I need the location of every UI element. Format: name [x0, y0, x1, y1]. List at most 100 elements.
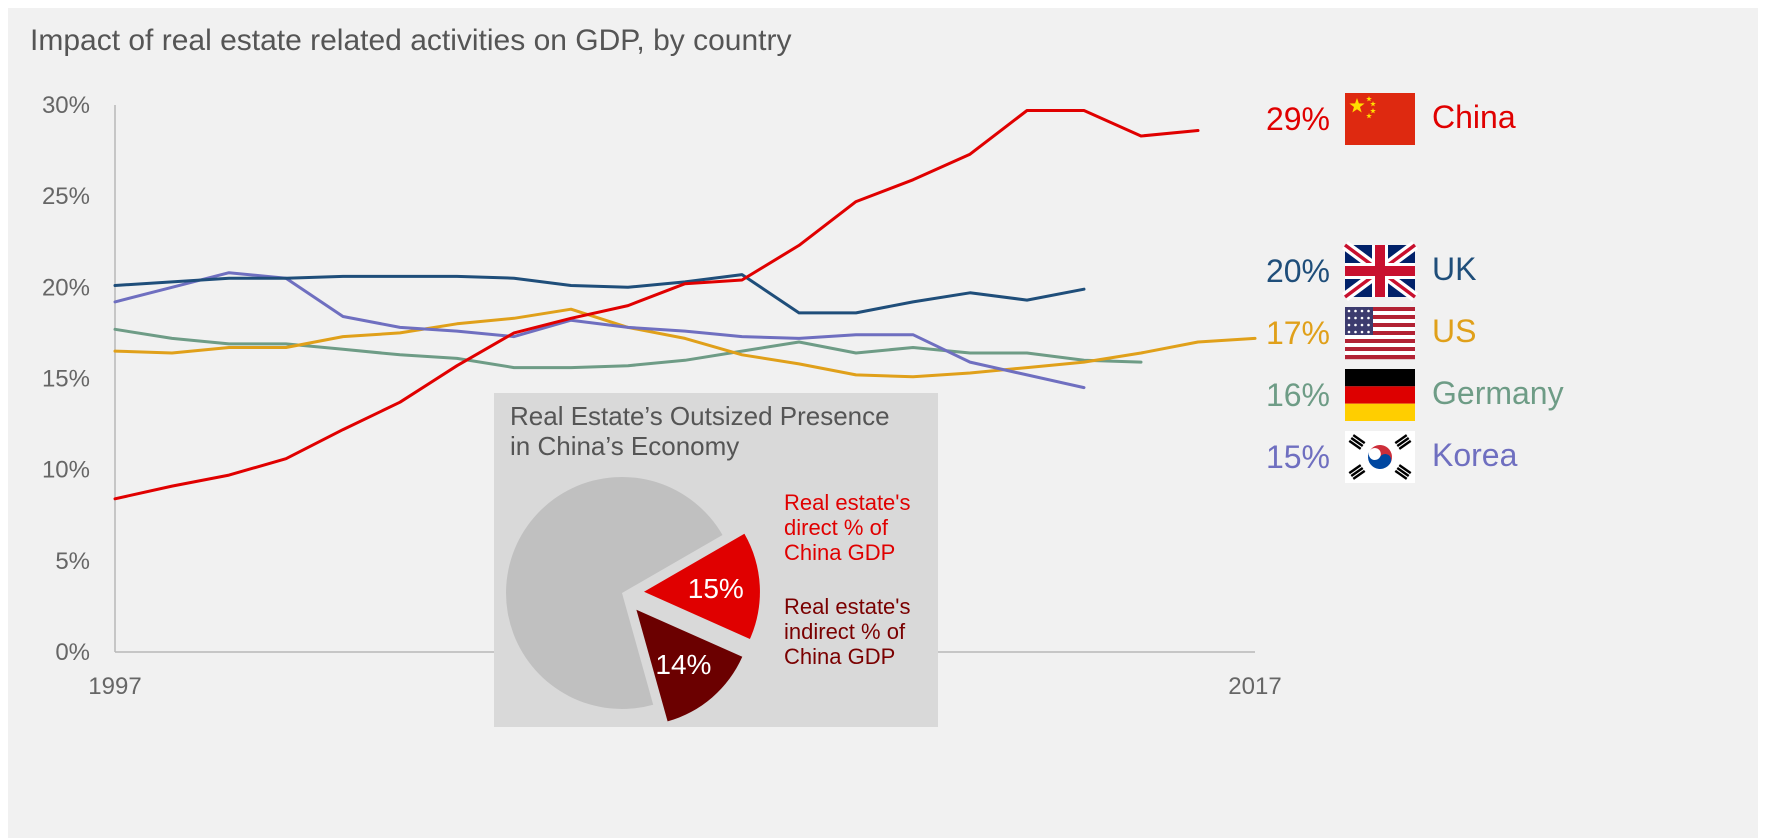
flag-star [1367, 330, 1370, 334]
x-tick-label: 2017 [1228, 673, 1281, 700]
end-name-korea: Korea [1432, 437, 1518, 473]
flag-star [1360, 330, 1364, 334]
end-value-china: 29% [1266, 101, 1330, 137]
end-name-us: US [1432, 313, 1476, 349]
flag-field [1345, 93, 1415, 145]
pie-slice-description: Real estate's [784, 594, 911, 619]
flag-star [1370, 101, 1376, 107]
end-name-china: China [1432, 99, 1516, 135]
pie: 15% 14% [506, 476, 760, 722]
y-tick-label: 25% [42, 183, 90, 210]
flag-stripe [1345, 315, 1415, 320]
flag-star [1347, 330, 1351, 334]
flag-star [1360, 323, 1364, 327]
pie-slice-description: China GDP [784, 644, 895, 669]
flag-stripe [1345, 355, 1415, 360]
flag-trigram [1394, 469, 1408, 480]
flag-star [1347, 323, 1351, 327]
flag-trigram [1350, 437, 1364, 447]
flag-star [1367, 316, 1370, 320]
flag-stripe [1345, 351, 1415, 356]
pie-slice [636, 609, 743, 722]
y-tick-label: 30% [42, 92, 90, 119]
end-value-uk: 20% [1266, 253, 1330, 289]
end-name-germany: Germany [1432, 375, 1564, 411]
flag-trigram [1398, 464, 1412, 475]
us-flag-icon [1345, 307, 1415, 360]
pie-slice-value: 15% [688, 573, 744, 604]
inset-title-line: Real Estate’s Outsized Presence [510, 401, 890, 431]
flag-stripe [1345, 347, 1415, 352]
end-value-germany: 16% [1266, 377, 1330, 413]
flag-taeguk-blue [1368, 451, 1392, 469]
flag-star [1354, 316, 1357, 320]
series-line-germany [113, 327, 1143, 370]
flag-star [1367, 309, 1370, 313]
flag-star [1360, 309, 1364, 313]
flag-trigram [1350, 467, 1364, 477]
flag-stripe [1345, 339, 1415, 344]
flag-trigram [1352, 469, 1366, 480]
series-line-uk [113, 273, 1086, 315]
flag-stripe [1345, 335, 1415, 340]
flag-trigram [1348, 464, 1362, 475]
end-value-korea: 15% [1266, 439, 1330, 475]
germany-flag-icon [1345, 369, 1415, 421]
flag-star [1354, 330, 1357, 334]
flag-stripe [1345, 323, 1415, 328]
flag-trigram [1398, 439, 1412, 450]
flag-star [1366, 96, 1372, 102]
pie-slice-description: indirect % of [784, 619, 906, 644]
end-name-uk: UK [1432, 251, 1476, 287]
flag-star [1366, 113, 1372, 119]
pie-slice [644, 533, 760, 639]
flag-band [1345, 386, 1415, 404]
flag-trigram [1352, 434, 1366, 445]
pie-slice-description: China GDP [784, 540, 895, 565]
end-labels: 29% China 20% UK 17% US 16% Germany 15% Korea [1266, 93, 1564, 483]
series-lines [113, 109, 1257, 501]
flag-band [1345, 403, 1415, 421]
flag-cross-red [1345, 266, 1415, 276]
flag-star [1349, 98, 1365, 113]
series-line-china [113, 109, 1200, 501]
flag-trigram [1394, 434, 1408, 445]
flag-star [1370, 108, 1376, 114]
pie-slice-description: direct % of [784, 515, 889, 540]
end-value-us: 17% [1266, 315, 1330, 351]
pie-slice [506, 476, 723, 709]
flag-star [1360, 316, 1364, 320]
pie-slice-description: Real estate's [784, 490, 911, 515]
inset-title-line: in China’s Economy [510, 431, 739, 461]
axes: 0% 5% 10% 15% 20% 25% 30% 1997 2017 [42, 92, 1282, 700]
y-tick-label: 20% [42, 274, 90, 301]
series-line-korea [113, 271, 1086, 390]
uk-flag-icon [1342, 240, 1418, 302]
flag-stripe [1345, 343, 1415, 348]
flag-trigram [1396, 467, 1410, 477]
flag-stripe [1345, 319, 1415, 324]
flag-star [1367, 323, 1370, 327]
flag-trigram [1396, 437, 1410, 447]
flag-star [1347, 309, 1351, 313]
flag-trigram [1348, 439, 1362, 450]
flag-star [1347, 316, 1351, 320]
flag-star [1354, 309, 1357, 313]
series-line-us [113, 307, 1257, 379]
x-tick-label: 1997 [88, 673, 141, 700]
flag-stripe [1345, 307, 1415, 312]
flag-star [1354, 323, 1357, 327]
flag-stripe [1345, 311, 1415, 316]
y-tick-label: 10% [42, 457, 90, 484]
chart-title: Impact of real estate related activities… [30, 24, 792, 57]
y-tick-label: 5% [55, 548, 90, 575]
flag-stripe [1345, 327, 1415, 332]
y-tick-label: 15% [42, 366, 90, 393]
y-tick-label: 0% [55, 639, 90, 666]
china-flag-icon [1345, 93, 1415, 145]
flag-band [1345, 369, 1415, 387]
pie-slice-value: 14% [655, 649, 711, 680]
flag-stripe [1345, 331, 1415, 336]
